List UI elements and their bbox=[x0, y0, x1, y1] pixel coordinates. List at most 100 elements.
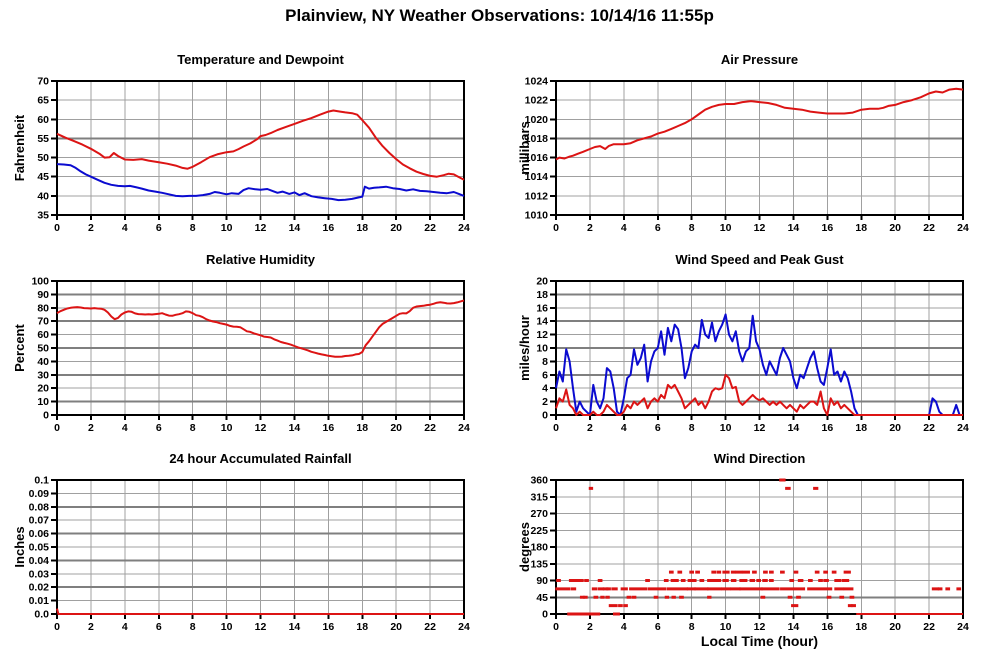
tick-labels: 0 2 4 6 8 10 12 14 16 18 20 22 240102030405060708090… bbox=[31, 276, 470, 435]
y-tick-label: 60 bbox=[37, 114, 49, 126]
plot-area-wind-direction: 0 2 4 6 8 10 12 14 16 18 20 22 240459013518022527031… bbox=[530, 475, 969, 634]
y-tick-label: 70 bbox=[37, 76, 49, 88]
x-tick-label: 22 bbox=[923, 621, 935, 633]
tick-labels: 0 2 4 6 8 10 12 14 16 18 20 22 240459013518022527031… bbox=[530, 475, 969, 634]
x-tick-label: 24 bbox=[957, 222, 969, 234]
chart-title: 24 hour Accumulated Rainfall bbox=[169, 451, 352, 466]
series-wind-speed bbox=[555, 373, 963, 416]
y-tick-label: 1020 bbox=[525, 114, 549, 126]
axis-ticks bbox=[550, 280, 964, 420]
y-tick-label: 0.08 bbox=[29, 501, 50, 513]
x-tick-label: 14 bbox=[289, 222, 301, 234]
y-tick-label: 360 bbox=[530, 475, 548, 487]
y-tick-label: 55 bbox=[37, 133, 49, 145]
plot-area-relative-humidity: 0 2 4 6 8 10 12 14 16 18 20 22 240102030405060708090… bbox=[31, 276, 470, 435]
x-tick-label: 14 bbox=[788, 222, 800, 234]
y-tick-label: 180 bbox=[530, 542, 548, 554]
x-tick-label: 24 bbox=[957, 621, 969, 633]
x-tick-label: 6 bbox=[156, 222, 162, 234]
axis-ticks bbox=[51, 80, 465, 220]
y-tick-label: 14 bbox=[536, 316, 548, 328]
x-tick-label: 2 bbox=[88, 422, 94, 434]
y-tick-label: 50 bbox=[37, 152, 49, 164]
y-tick-label: 0.04 bbox=[29, 555, 50, 567]
chart-title: Temperature and Dewpoint bbox=[177, 52, 344, 67]
y-tick-label: 8 bbox=[542, 356, 548, 368]
x-tick-label: 6 bbox=[655, 222, 661, 234]
x-tick-label: 20 bbox=[390, 621, 402, 633]
series-dewpoint bbox=[56, 163, 465, 202]
gridlines bbox=[57, 281, 464, 415]
chart-title: Air Pressure bbox=[720, 52, 799, 67]
y-tick-label: 0 bbox=[542, 609, 548, 621]
x-tick-label: 0 bbox=[553, 621, 559, 633]
x-tick-label: 10 bbox=[221, 621, 233, 633]
plot-frame bbox=[555, 80, 964, 216]
y-tick-label: 0.05 bbox=[29, 542, 50, 554]
x-tick-label: 10 bbox=[221, 222, 233, 234]
x-tick-label: 4 bbox=[621, 621, 627, 633]
plot-area-accumulated-rainfall: 0 2 4 6 8 10 12 14 16 18 20 22 240.00.010.020.030.04… bbox=[29, 475, 470, 634]
x-tick-label: 12 bbox=[255, 222, 267, 234]
plot-frame bbox=[56, 280, 465, 416]
x-tick-label: 6 bbox=[655, 621, 661, 633]
x-tick-label: 16 bbox=[821, 621, 833, 633]
y-tick-label: 40 bbox=[37, 356, 49, 368]
chart-air-pressure: Air Pressure millibars 0 2 4 6 8 10 12 14 16 18 20… bbox=[499, 50, 999, 265]
x-tick-label: 4 bbox=[122, 422, 128, 434]
x-tick-label: 12 bbox=[255, 621, 267, 633]
y-tick-label: 60 bbox=[37, 329, 49, 341]
x-tick-label: 16 bbox=[821, 422, 833, 434]
x-tick-label: 22 bbox=[923, 222, 935, 234]
x-tick-label: 16 bbox=[322, 222, 334, 234]
x-tick-label: 14 bbox=[788, 621, 800, 633]
axis-ticks bbox=[550, 80, 964, 220]
y-tick-label: 0 bbox=[43, 410, 49, 422]
x-tick-label: 14 bbox=[289, 621, 301, 633]
y-tick-label: 12 bbox=[536, 329, 548, 341]
y-tick-label: 80 bbox=[37, 302, 49, 314]
x-tick-label: 24 bbox=[458, 422, 470, 434]
gridlines bbox=[556, 81, 963, 215]
x-tick-label: 6 bbox=[655, 422, 661, 434]
y-tick-label: 2 bbox=[542, 396, 548, 408]
x-tick-label: 22 bbox=[424, 222, 436, 234]
y-tick-label: 40 bbox=[37, 190, 49, 202]
axis-ticks bbox=[51, 479, 465, 619]
x-tick-label: 22 bbox=[424, 422, 436, 434]
x-tick-label: 12 bbox=[255, 422, 267, 434]
y-tick-label: 35 bbox=[37, 210, 49, 222]
x-tick-label: 8 bbox=[190, 222, 196, 234]
x-tick-label: 0 bbox=[54, 222, 60, 234]
series-pressure bbox=[555, 87, 964, 161]
series-humidity bbox=[56, 299, 465, 358]
x-tick-label: 2 bbox=[587, 621, 593, 633]
x-tick-label: 22 bbox=[424, 621, 436, 633]
x-tick-label: 2 bbox=[88, 222, 94, 234]
y-tick-label: 30 bbox=[37, 369, 49, 381]
plot-frame bbox=[555, 479, 964, 615]
y-tick-label: 70 bbox=[37, 316, 49, 328]
chart-wind-direction: Wind Direction degrees 0 2 4 6 8 10 12 14 16 18 20… bbox=[499, 449, 999, 664]
x-tick-label: 4 bbox=[621, 222, 627, 234]
plot-area-air-pressure: 0 2 4 6 8 10 12 14 16 18 20 22 241010101210141016101… bbox=[525, 76, 969, 235]
x-tick-label: 12 bbox=[754, 621, 766, 633]
x-tick-label: 6 bbox=[156, 621, 162, 633]
y-tick-label: 1016 bbox=[525, 152, 549, 164]
y-tick-label: 135 bbox=[530, 558, 548, 570]
y-tick-label: 0.02 bbox=[29, 582, 50, 594]
series-rainfall bbox=[56, 608, 464, 615]
y-tick-label: 1018 bbox=[525, 133, 549, 145]
x-tick-label: 10 bbox=[720, 621, 732, 633]
x-tick-label: 12 bbox=[754, 422, 766, 434]
x-tick-label: 24 bbox=[458, 222, 470, 234]
y-tick-label: 0.09 bbox=[29, 488, 50, 500]
gridlines bbox=[57, 480, 464, 614]
x-tick-label: 4 bbox=[122, 621, 128, 633]
x-axis-label: Local Time (hour) bbox=[700, 633, 819, 649]
x-tick-label: 14 bbox=[289, 422, 301, 434]
x-tick-label: 4 bbox=[122, 222, 128, 234]
